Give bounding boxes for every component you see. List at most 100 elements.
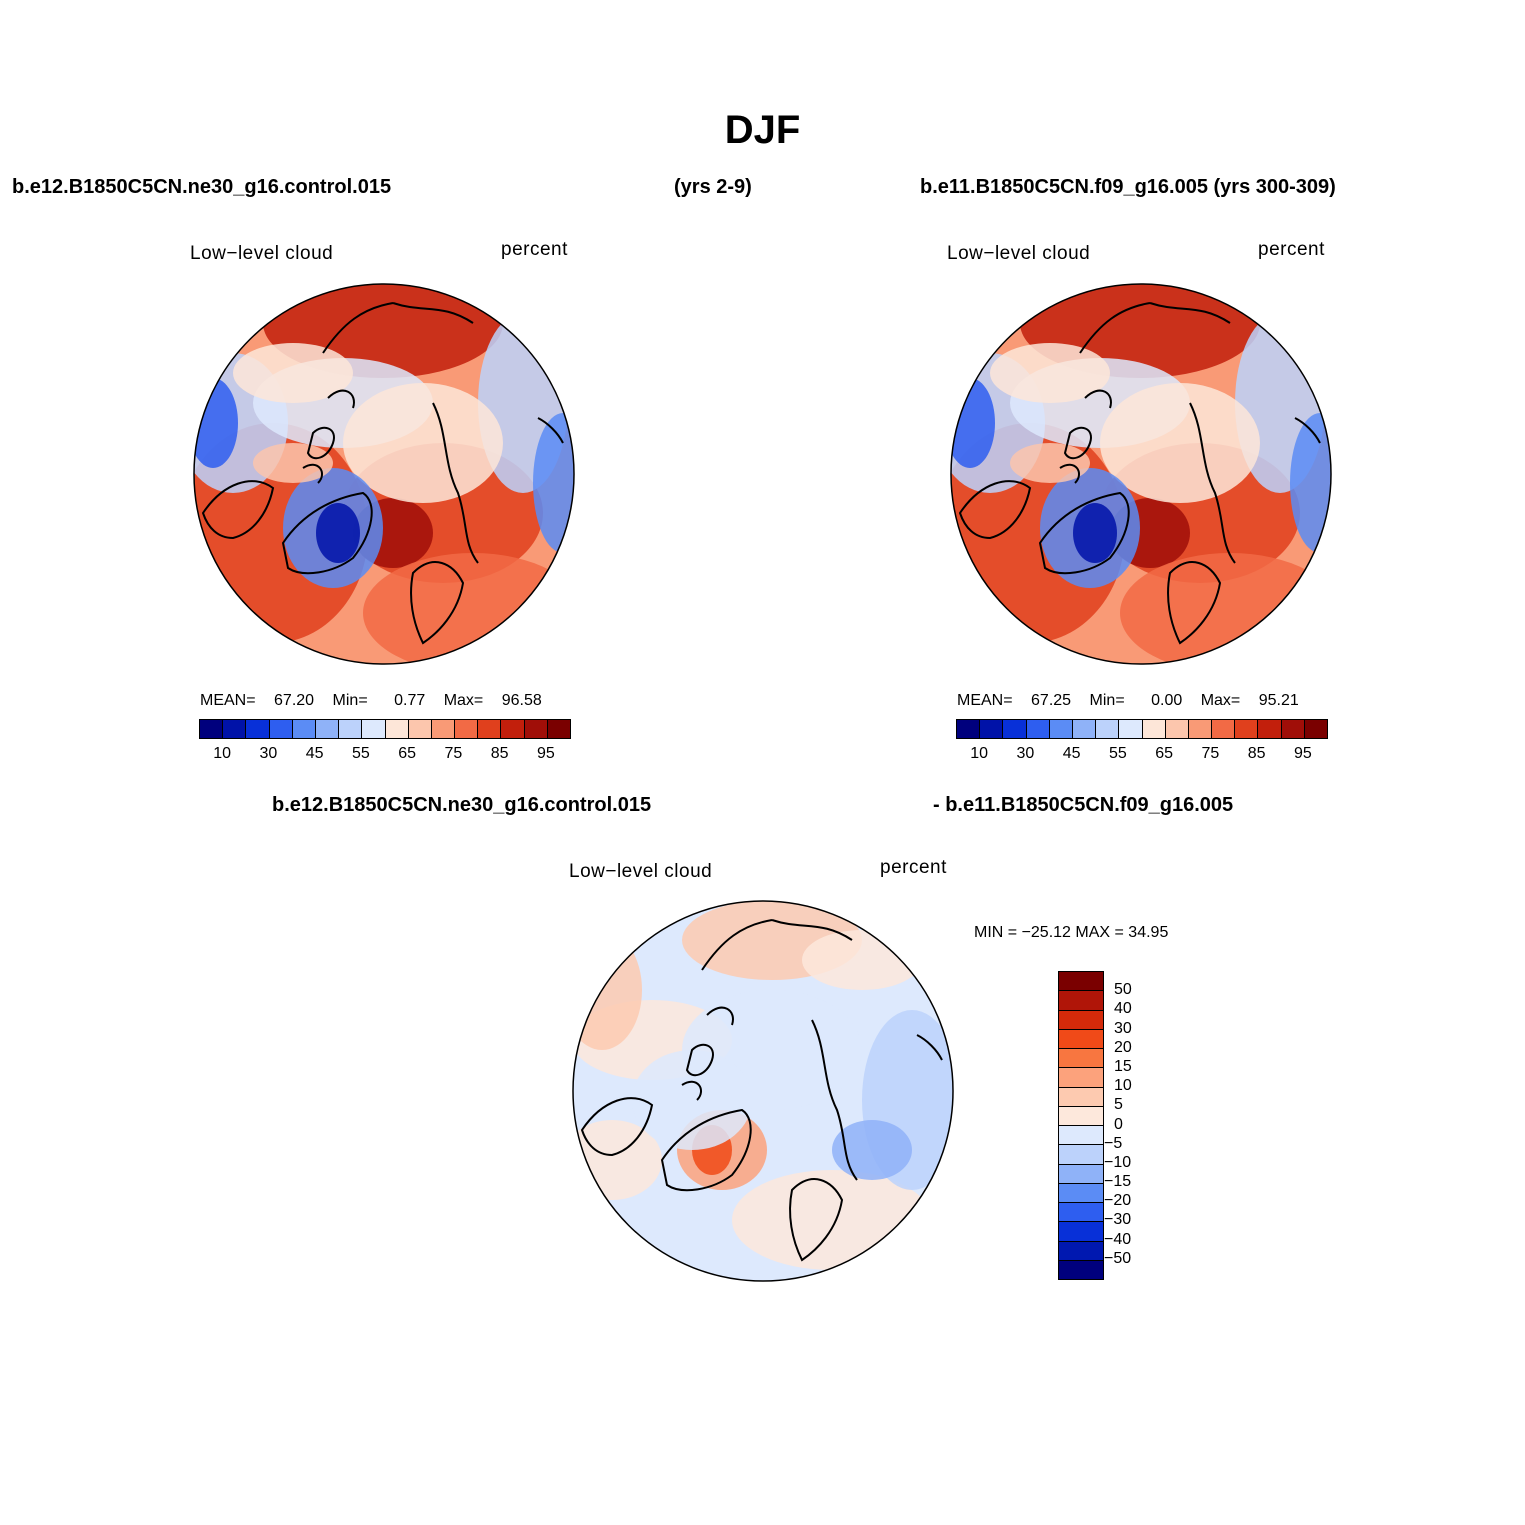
colorbar-tick-label: 0: [1114, 1115, 1123, 1133]
panel1-variable-label: Low−level cloud: [190, 243, 334, 264]
coastline: [201, 480, 275, 540]
coastline: [537, 417, 564, 444]
panel1-min-label: Min=: [332, 692, 368, 709]
coastline: [432, 402, 479, 564]
years1-header: (yrs 2-9): [674, 176, 752, 198]
coastline: [701, 919, 853, 971]
coastline: [306, 426, 335, 460]
field-patch: [343, 383, 503, 503]
coastline: [1063, 426, 1092, 460]
colorbar-box: [1026, 720, 1050, 738]
colorbar-box: [1059, 1164, 1103, 1184]
panel1-mean-label: MEAN=: [200, 692, 256, 709]
colorbar-tick-label: 55: [1108, 745, 1127, 762]
colorbar-box: [1059, 1126, 1103, 1146]
colorbar-tick-label: −30: [1104, 1211, 1132, 1229]
map-boundary: [572, 900, 954, 1282]
colorbar-tick-label: 30: [1016, 745, 1035, 762]
panel3-variable-label: Low−level cloud: [569, 861, 713, 882]
colorbar-box: [1059, 1010, 1103, 1030]
colorbar-tick-label: 30: [259, 745, 278, 762]
coastline: [1059, 389, 1112, 484]
panel1-min-value: 0.77: [394, 692, 426, 709]
colorbar-tick-label: 45: [1062, 745, 1081, 762]
panel2-max-label: Max=: [1200, 692, 1241, 709]
panel2-min-label: Min=: [1089, 692, 1125, 709]
map-field: [573, 901, 953, 1281]
colorbar-box: [269, 720, 293, 738]
panel1-colorbar-ticks: 10 30 45 55 65 75 85 95: [199, 745, 569, 765]
colorbar-tick-label: 65: [398, 745, 417, 762]
colorbar-tick-label: 40: [1114, 1000, 1132, 1018]
colorbar-box: [1059, 1029, 1103, 1049]
colorbar-box: [431, 720, 456, 738]
colorbar-box: [1059, 1183, 1103, 1203]
field-patch: [632, 1050, 752, 1150]
colorbar-box: [1119, 720, 1143, 738]
panel2-stats: MEAN= 67.25 Min= 0.00 Max= 95.21: [957, 692, 1329, 710]
panel2-units-label: percent: [1258, 239, 1325, 260]
coastline: [1038, 491, 1130, 575]
field-patch: [1120, 553, 1331, 664]
colorbar-box: [1059, 1068, 1103, 1088]
diff-case2-header: - b.e11.B1850C5CN.f09_g16.005: [933, 794, 1234, 816]
colorbar-box: [1049, 720, 1073, 738]
colorbar-box: [501, 720, 525, 738]
panel1-mean-value: 67.20: [274, 692, 315, 709]
coastline: [685, 1043, 714, 1077]
coastline: [811, 1019, 858, 1181]
colorbar-box: [1059, 1049, 1103, 1069]
colorbar-box: [1281, 720, 1305, 738]
map-field: [194, 284, 574, 664]
colorbar-tick-label: 10: [970, 745, 989, 762]
field-patch: [316, 503, 360, 563]
panel2-max-value: 95.21: [1258, 692, 1299, 709]
field-patch: [233, 343, 353, 403]
coastline: [958, 480, 1032, 540]
panel2-mean-value: 67.25: [1031, 692, 1072, 709]
map-boundary: [950, 283, 1332, 665]
colorbar-box: [315, 720, 340, 738]
colorbar-box: [200, 720, 224, 738]
colorbar-box: [339, 720, 363, 738]
panel1-units-label: percent: [501, 239, 568, 260]
field-patch: [1290, 413, 1331, 553]
panel1-stats: MEAN= 67.20 Min= 0.77 Max= 96.58: [200, 692, 572, 710]
panel1-colorbar: [199, 719, 571, 739]
colorbar-box: [524, 720, 548, 738]
colorbar-box: [1059, 1203, 1103, 1223]
colorbar-box: [385, 720, 409, 738]
colorbar-tick-label: 85: [1247, 745, 1266, 762]
coastline: [789, 1178, 844, 1262]
colorbar-box: [980, 720, 1004, 738]
colorbar-box: [1003, 720, 1027, 738]
colorbar-box: [1059, 1222, 1103, 1242]
coastline: [1167, 561, 1222, 645]
coastline: [302, 389, 355, 484]
panel2-colorbar-ticks: 10 30 45 55 65 75 85 95: [956, 745, 1326, 765]
colorbar-tick-label: 5: [1114, 1096, 1123, 1114]
map-field: [951, 284, 1331, 664]
colorbar-tick-label: 75: [1201, 745, 1220, 762]
colorbar-box: [1212, 720, 1236, 738]
panel2-polar-map: [950, 283, 1332, 665]
colorbar-box: [408, 720, 432, 738]
colorbar-tick-label: −20: [1104, 1192, 1132, 1210]
colorbar-tick-label: 10: [1114, 1077, 1132, 1095]
colorbar-tick-label: −5: [1104, 1134, 1123, 1152]
panel2-min-value: 0.00: [1151, 692, 1183, 709]
field-patch: [363, 553, 574, 664]
panel3-colorbar: [1058, 971, 1104, 1280]
panel3-units-label: percent: [880, 857, 947, 878]
case2-header: b.e11.B1850C5CN.f09_g16.005 (yrs 300-309…: [920, 176, 1336, 198]
colorbar-tick-label: −10: [1104, 1153, 1132, 1171]
colorbar-box: [957, 720, 981, 738]
panel1-max-label: Max=: [443, 692, 484, 709]
coastline: [681, 1006, 734, 1101]
colorbar-tick-label: 75: [444, 745, 463, 762]
field-patch: [1100, 383, 1260, 503]
field-patch: [832, 1120, 912, 1180]
field-patch: [802, 930, 922, 990]
colorbar-box: [1072, 720, 1097, 738]
coastline: [410, 561, 465, 645]
